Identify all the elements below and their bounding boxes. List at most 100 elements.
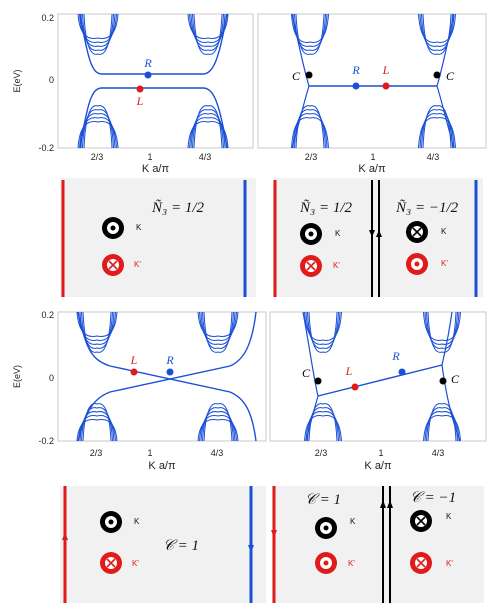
point-C (439, 377, 447, 385)
band-curve (308, 311, 338, 353)
x-tick-label: 2/3 (90, 448, 103, 458)
band-curve (418, 117, 456, 149)
band-curve (419, 13, 455, 47)
y-axis-label: E(eV) (12, 69, 22, 92)
band-curve (197, 311, 239, 337)
band-curve (202, 311, 234, 349)
x-tick-label: 2/3 (315, 448, 328, 458)
schematic-bottom-left: 𝒞 = 1 K K' (60, 486, 266, 603)
point-label: R (143, 56, 152, 70)
x-tick-label: 2/3 (305, 152, 318, 162)
kprime-label: K' (333, 261, 340, 270)
band-curve (83, 105, 113, 149)
point-label: R (351, 63, 360, 77)
k-label: K (350, 517, 356, 526)
k-valley-dot-icon (300, 223, 322, 245)
k-valley-dot-icon (100, 511, 122, 533)
chern-left-label: 𝒞 = 1 (305, 492, 341, 508)
point-label: C (451, 372, 460, 386)
band-curve (421, 109, 453, 149)
edge-state-crossing (77, 311, 257, 442)
band-curve (190, 113, 226, 149)
x-axis-label: K a/π (364, 460, 392, 472)
band-curve (304, 415, 342, 442)
point-L (136, 85, 144, 93)
band-curve (423, 311, 461, 341)
band-curve (81, 311, 113, 349)
chern-right-label: 𝒞 = −1 (410, 490, 456, 506)
point-R (166, 368, 174, 376)
k-valley-dot-icon (102, 217, 124, 239)
band-curve (426, 407, 458, 442)
band-curve (202, 407, 234, 442)
edge-state-crossing (77, 311, 257, 442)
point-C (305, 71, 313, 79)
k-valley-dot-icon (315, 517, 337, 539)
schematic-bottom-right: 𝒞 = 1 𝒞 = −1 K K' K K' (271, 486, 484, 603)
x-axis-label: K a/π (148, 460, 176, 472)
edge-state-lower (79, 87, 228, 149)
band-curve (295, 13, 325, 55)
kprime-label: K' (348, 559, 355, 568)
y-tick-label: 0.2 (41, 13, 54, 23)
schematic-top-right: Ñ₃ = 1/2 Ñ₃ = −1/2 K K' K K' (273, 178, 483, 297)
plot-frame-bottom-right (269, 311, 487, 442)
kprime2-label: K' (446, 559, 453, 568)
band-curve (81, 407, 113, 442)
band-curve (82, 13, 114, 51)
band-curve (424, 411, 460, 442)
kprime-valley-dot-icon (315, 552, 337, 574)
edge-state (291, 13, 310, 149)
band-curve (187, 13, 229, 39)
band-curve (294, 109, 326, 149)
band-curve (418, 13, 456, 43)
band-curve (199, 311, 237, 341)
x-tick-label: 1 (370, 152, 375, 162)
band-curve (291, 117, 329, 149)
band-curve (424, 311, 460, 345)
k-valley-cross-icon (410, 510, 432, 532)
band-curve (200, 411, 236, 442)
point-L (130, 368, 138, 376)
x-tick-label: 4/3 (427, 152, 440, 162)
x-tick-label: 1 (147, 448, 152, 458)
n3-right-label: Ñ₃ = −1/2 (395, 199, 459, 216)
point-C (314, 377, 322, 385)
band-curve (307, 311, 339, 349)
point-label: L (345, 364, 353, 378)
band-curve (193, 105, 223, 149)
band-curve (192, 109, 224, 149)
point-L (382, 82, 390, 90)
band-curve (426, 311, 458, 349)
band-curve (307, 407, 339, 442)
band-curve (79, 117, 117, 149)
kprime-label: K' (134, 260, 141, 269)
point-R (398, 368, 406, 376)
kprime-valley-cross-icon (100, 552, 122, 574)
band-curve (83, 13, 113, 55)
band-curve (308, 403, 338, 442)
band-curve (291, 13, 329, 43)
band-curve (197, 418, 239, 442)
y-tick-label: 0.2 (41, 310, 54, 320)
band-curve (192, 13, 224, 51)
band-curve (76, 418, 118, 442)
point-C (433, 71, 441, 79)
band-curve (423, 415, 461, 442)
y-tick-label: 0 (49, 75, 54, 85)
edge-state-upper (79, 13, 228, 75)
band-curve (421, 13, 453, 51)
y-tick-label: -0.2 (38, 436, 54, 446)
band-curve (190, 13, 226, 47)
k-label: K (335, 229, 341, 238)
y-tick-label: -0.2 (38, 143, 54, 153)
band-curve (305, 311, 341, 345)
x-axis-label: K a/π (358, 163, 386, 175)
y-tick-label: 0 (49, 373, 54, 383)
x-tick-label: 1 (378, 448, 383, 458)
band-curve (304, 311, 342, 341)
k-valley-cross-icon (406, 221, 428, 243)
x-tick-label: 4/3 (199, 152, 212, 162)
band-curve (295, 105, 325, 149)
